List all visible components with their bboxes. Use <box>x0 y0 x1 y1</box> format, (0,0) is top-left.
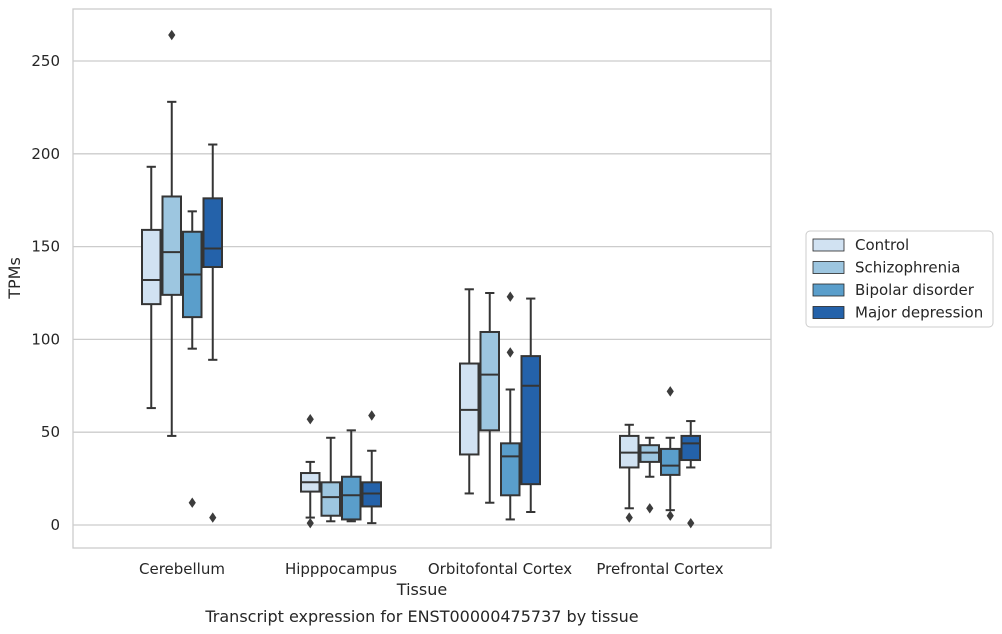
box-body <box>320 481 341 517</box>
y-tick-label: 50 <box>41 423 60 441</box>
box-0-0 <box>141 165 162 410</box>
box-1-1 <box>320 436 341 523</box>
box-1-0 <box>300 414 321 529</box>
x-tick-label: Cerebellum <box>139 560 225 578</box>
legend-swatch <box>812 306 845 319</box>
box-0-3 <box>202 143 223 523</box>
legend-swatch <box>812 238 845 252</box>
legend-label: Major depression <box>855 304 983 322</box>
box-3-3 <box>680 420 701 529</box>
plot-frame <box>72 8 772 549</box>
outlier-point <box>368 410 376 421</box>
chart-caption: Transcript expression for ENST0000047573… <box>204 607 638 626</box>
legend-label: Schizophrenia <box>855 259 960 277</box>
outlier-point <box>506 291 514 302</box>
y-tick-label: 100 <box>31 330 60 348</box>
outlier-point <box>666 510 674 521</box>
y-tick-label: 200 <box>31 145 60 163</box>
box-body <box>520 355 541 486</box>
box-body <box>141 228 162 306</box>
y-tick-label: 250 <box>31 52 60 70</box>
box-2-3 <box>520 297 541 514</box>
outlier-point <box>168 29 176 41</box>
x-tick-label: Hipppocampus <box>285 560 397 578</box>
outlier-point <box>625 512 633 523</box>
box-0-1 <box>161 29 182 437</box>
outlier-point <box>687 517 695 529</box>
outlier-point <box>666 386 674 397</box>
legend-label: Control <box>855 236 909 254</box>
box-3-2 <box>660 386 681 521</box>
box-1-3 <box>361 410 382 525</box>
box-body <box>500 442 521 497</box>
legend: Control Schizophrenia Bipolar disorder Majo… <box>805 230 994 328</box>
box-body <box>202 197 223 269</box>
x-tick-labels: Cerebellum Hipppocampus Orbitofontal Corte… <box>139 560 724 578</box>
legend-swatch <box>812 283 845 297</box>
y-axis-label: TPMs <box>5 257 24 300</box>
box-body <box>680 434 701 462</box>
x-axis-label: Tissue <box>396 580 447 599</box>
x-tick-label: Prefrontal Cortex <box>596 560 723 578</box>
box-body <box>660 447 681 476</box>
x-tick-label: Orbitofontal Cortex <box>428 560 572 578</box>
y-tick-label: 150 <box>31 238 60 256</box>
box-1-2 <box>341 429 362 523</box>
legend-label: Bipolar disorder <box>855 281 975 299</box>
legend-frame <box>805 230 994 328</box>
boxes <box>141 29 701 529</box>
outlier-point <box>646 503 654 514</box>
box-2-1 <box>479 292 500 504</box>
outlier-point <box>188 497 196 508</box>
box-2-0 <box>459 288 480 495</box>
y-tick-label: 0 <box>50 516 60 534</box>
outlier-point <box>506 347 514 358</box>
outlier-point <box>306 414 314 425</box>
box-0-2 <box>182 210 203 508</box>
box-body <box>479 330 500 432</box>
box-body <box>161 195 182 296</box>
outlier-point <box>306 517 314 529</box>
outlier-point <box>209 512 217 523</box>
box-2-2 <box>500 291 521 521</box>
box-3-0 <box>619 423 640 523</box>
box-body <box>341 475 362 521</box>
legend-swatch <box>812 261 845 274</box>
box-3-1 <box>639 436 660 514</box>
y-tick-labels: 0 50 100 150 200 250 <box>31 52 60 534</box>
